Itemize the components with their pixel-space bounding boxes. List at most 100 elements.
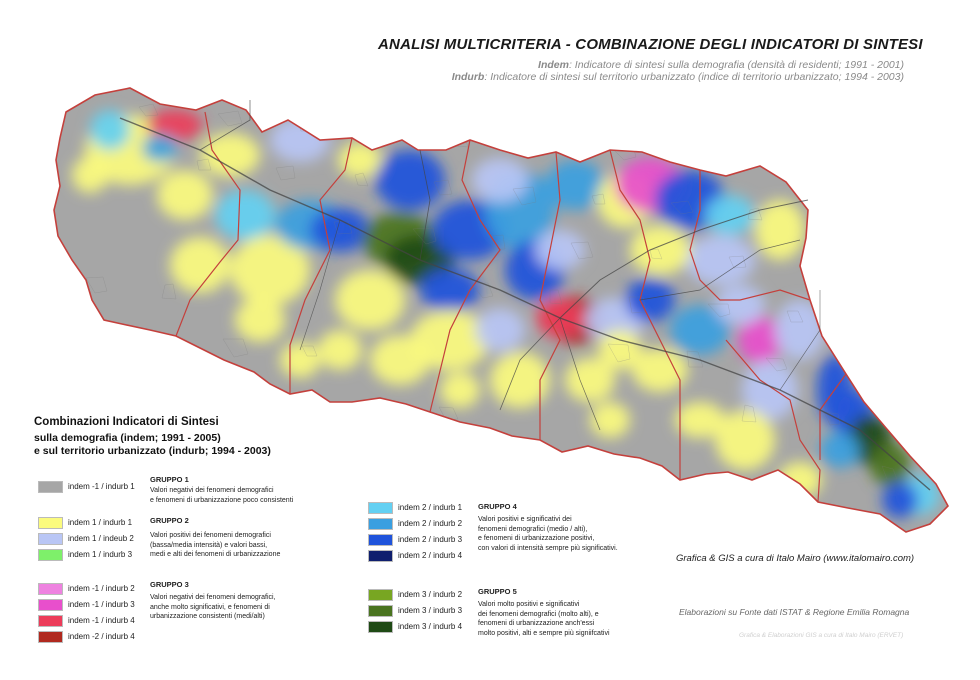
group-1-heading: GRUPPO 1 bbox=[150, 475, 189, 484]
municipality-outline bbox=[217, 110, 243, 127]
area-blob bbox=[310, 208, 370, 252]
label-g4-3: indem 2 / indurb 4 bbox=[398, 551, 463, 560]
swatch-g4-1 bbox=[368, 518, 393, 530]
municipality-outline bbox=[828, 214, 847, 230]
municipality-outline bbox=[707, 303, 731, 318]
area-blob bbox=[472, 158, 528, 202]
area-blob bbox=[715, 410, 775, 470]
swatch-g5-1 bbox=[368, 605, 393, 617]
municipality-outline bbox=[375, 124, 396, 142]
area-blob bbox=[755, 200, 805, 260]
municipality-outline bbox=[747, 207, 763, 221]
label-g3-3: indem -2 / indurb 4 bbox=[68, 632, 135, 641]
municipality-outline bbox=[417, 453, 443, 470]
municipality-outline bbox=[138, 103, 159, 117]
municipality-outline bbox=[886, 269, 904, 284]
area-blob bbox=[598, 330, 642, 370]
label-g3-2: indem -1 / indurb 4 bbox=[68, 616, 135, 625]
municipality-outline bbox=[122, 378, 149, 397]
municipality-outline bbox=[728, 255, 747, 269]
municipality-outline bbox=[438, 406, 459, 421]
group-3-heading: GRUPPO 3 bbox=[150, 580, 189, 589]
municipality-outline bbox=[85, 276, 108, 294]
municipality-outline bbox=[338, 446, 359, 466]
area-blob bbox=[565, 358, 615, 402]
swatch-g1-0 bbox=[38, 481, 63, 493]
road bbox=[419, 149, 431, 261]
road bbox=[559, 317, 601, 431]
map-title: ANALISI MULTICRITERIA - COMBINAZIONE DEG… bbox=[378, 36, 923, 53]
province-border bbox=[429, 139, 501, 413]
municipality-outline bbox=[317, 493, 343, 515]
road bbox=[199, 100, 251, 151]
label-g2-0: indem 1 / indurb 1 bbox=[68, 518, 133, 527]
province-border bbox=[175, 111, 241, 337]
municipality-outline bbox=[786, 310, 804, 323]
municipality-outline bbox=[280, 392, 302, 412]
area-blob bbox=[882, 482, 918, 518]
swatch-g2-2 bbox=[38, 549, 63, 561]
area-blob bbox=[630, 225, 690, 275]
municipality-outline bbox=[59, 96, 71, 108]
area-blob bbox=[820, 432, 860, 468]
data-source-credit: Elaborazioni su Fonte dati ISTAT & Regio… bbox=[679, 607, 910, 617]
indurb-description: Indurb: Indicatore di sintesi sul territ… bbox=[451, 71, 904, 83]
municipality-outline bbox=[570, 241, 594, 260]
municipality-outline bbox=[591, 193, 606, 205]
author-credit: Grafica & GIS a cura di Italo Mairo (www… bbox=[676, 553, 915, 564]
municipality-outline bbox=[907, 221, 931, 240]
color-blobs bbox=[72, 109, 940, 518]
legend-title: Combinazioni Indicatori di Sintesi bbox=[34, 416, 219, 428]
group-4-description: Valori positivi e significativi dei feno… bbox=[478, 516, 618, 552]
province-border bbox=[289, 137, 353, 394]
area-blob bbox=[490, 352, 550, 408]
municipality-outline bbox=[491, 234, 506, 250]
municipality-outline bbox=[275, 165, 296, 181]
area-blob bbox=[625, 278, 675, 322]
road bbox=[299, 219, 341, 351]
swatch-g3-2 bbox=[38, 615, 63, 627]
area-blob bbox=[632, 348, 688, 392]
area-blob bbox=[715, 285, 765, 325]
group-2-description: Valori positivi dei fenomeni demografici… bbox=[150, 532, 281, 558]
municipality-outline bbox=[881, 465, 898, 480]
road bbox=[499, 317, 561, 411]
municipality-outline bbox=[412, 227, 437, 245]
area-blob bbox=[72, 157, 108, 193]
legend-subtitle-urbanizzato: e sul territorio urbanizzato (indurb; 19… bbox=[34, 445, 271, 457]
area-blob bbox=[338, 142, 382, 178]
indem-description: Indem: Indicatore di sintesi sulla demog… bbox=[538, 59, 904, 71]
area-blob bbox=[200, 133, 260, 177]
road bbox=[639, 239, 801, 301]
watermark-credit: Grafica & Elaborazioni GIS a cura di Ita… bbox=[739, 632, 904, 639]
municipality-outline bbox=[741, 404, 757, 423]
label-g2-1: indem 1 / indeub 2 bbox=[68, 534, 134, 543]
label-g2-2: indem 1 / indurb 3 bbox=[68, 550, 133, 559]
group-2-heading: GRUPPO 2 bbox=[150, 516, 189, 525]
municipality-outline bbox=[222, 338, 249, 358]
area-blob bbox=[230, 235, 310, 305]
municipality-outline bbox=[690, 152, 706, 166]
area-blob bbox=[670, 305, 730, 355]
road bbox=[779, 290, 821, 391]
area-blob bbox=[685, 235, 755, 285]
municipality-outline bbox=[354, 172, 369, 187]
area-blob bbox=[235, 298, 285, 342]
area-blob bbox=[375, 150, 445, 210]
province-border bbox=[725, 339, 821, 503]
municipality-outline bbox=[549, 289, 563, 305]
area-blob bbox=[170, 237, 230, 293]
swatch-g4-2 bbox=[368, 534, 393, 546]
municipality-outline bbox=[686, 350, 704, 368]
municipality-outline bbox=[64, 324, 77, 339]
municipality-outline bbox=[496, 460, 512, 475]
area-blob bbox=[545, 160, 605, 210]
swatch-g2-1 bbox=[38, 533, 63, 545]
label-g5-2: indem 3 / indurb 4 bbox=[398, 622, 463, 631]
area-blob bbox=[705, 195, 755, 235]
area-blob bbox=[335, 270, 405, 330]
group-1-description: Valori negativi dei fenomeni demografici… bbox=[150, 487, 294, 504]
municipality-outline bbox=[770, 159, 794, 176]
